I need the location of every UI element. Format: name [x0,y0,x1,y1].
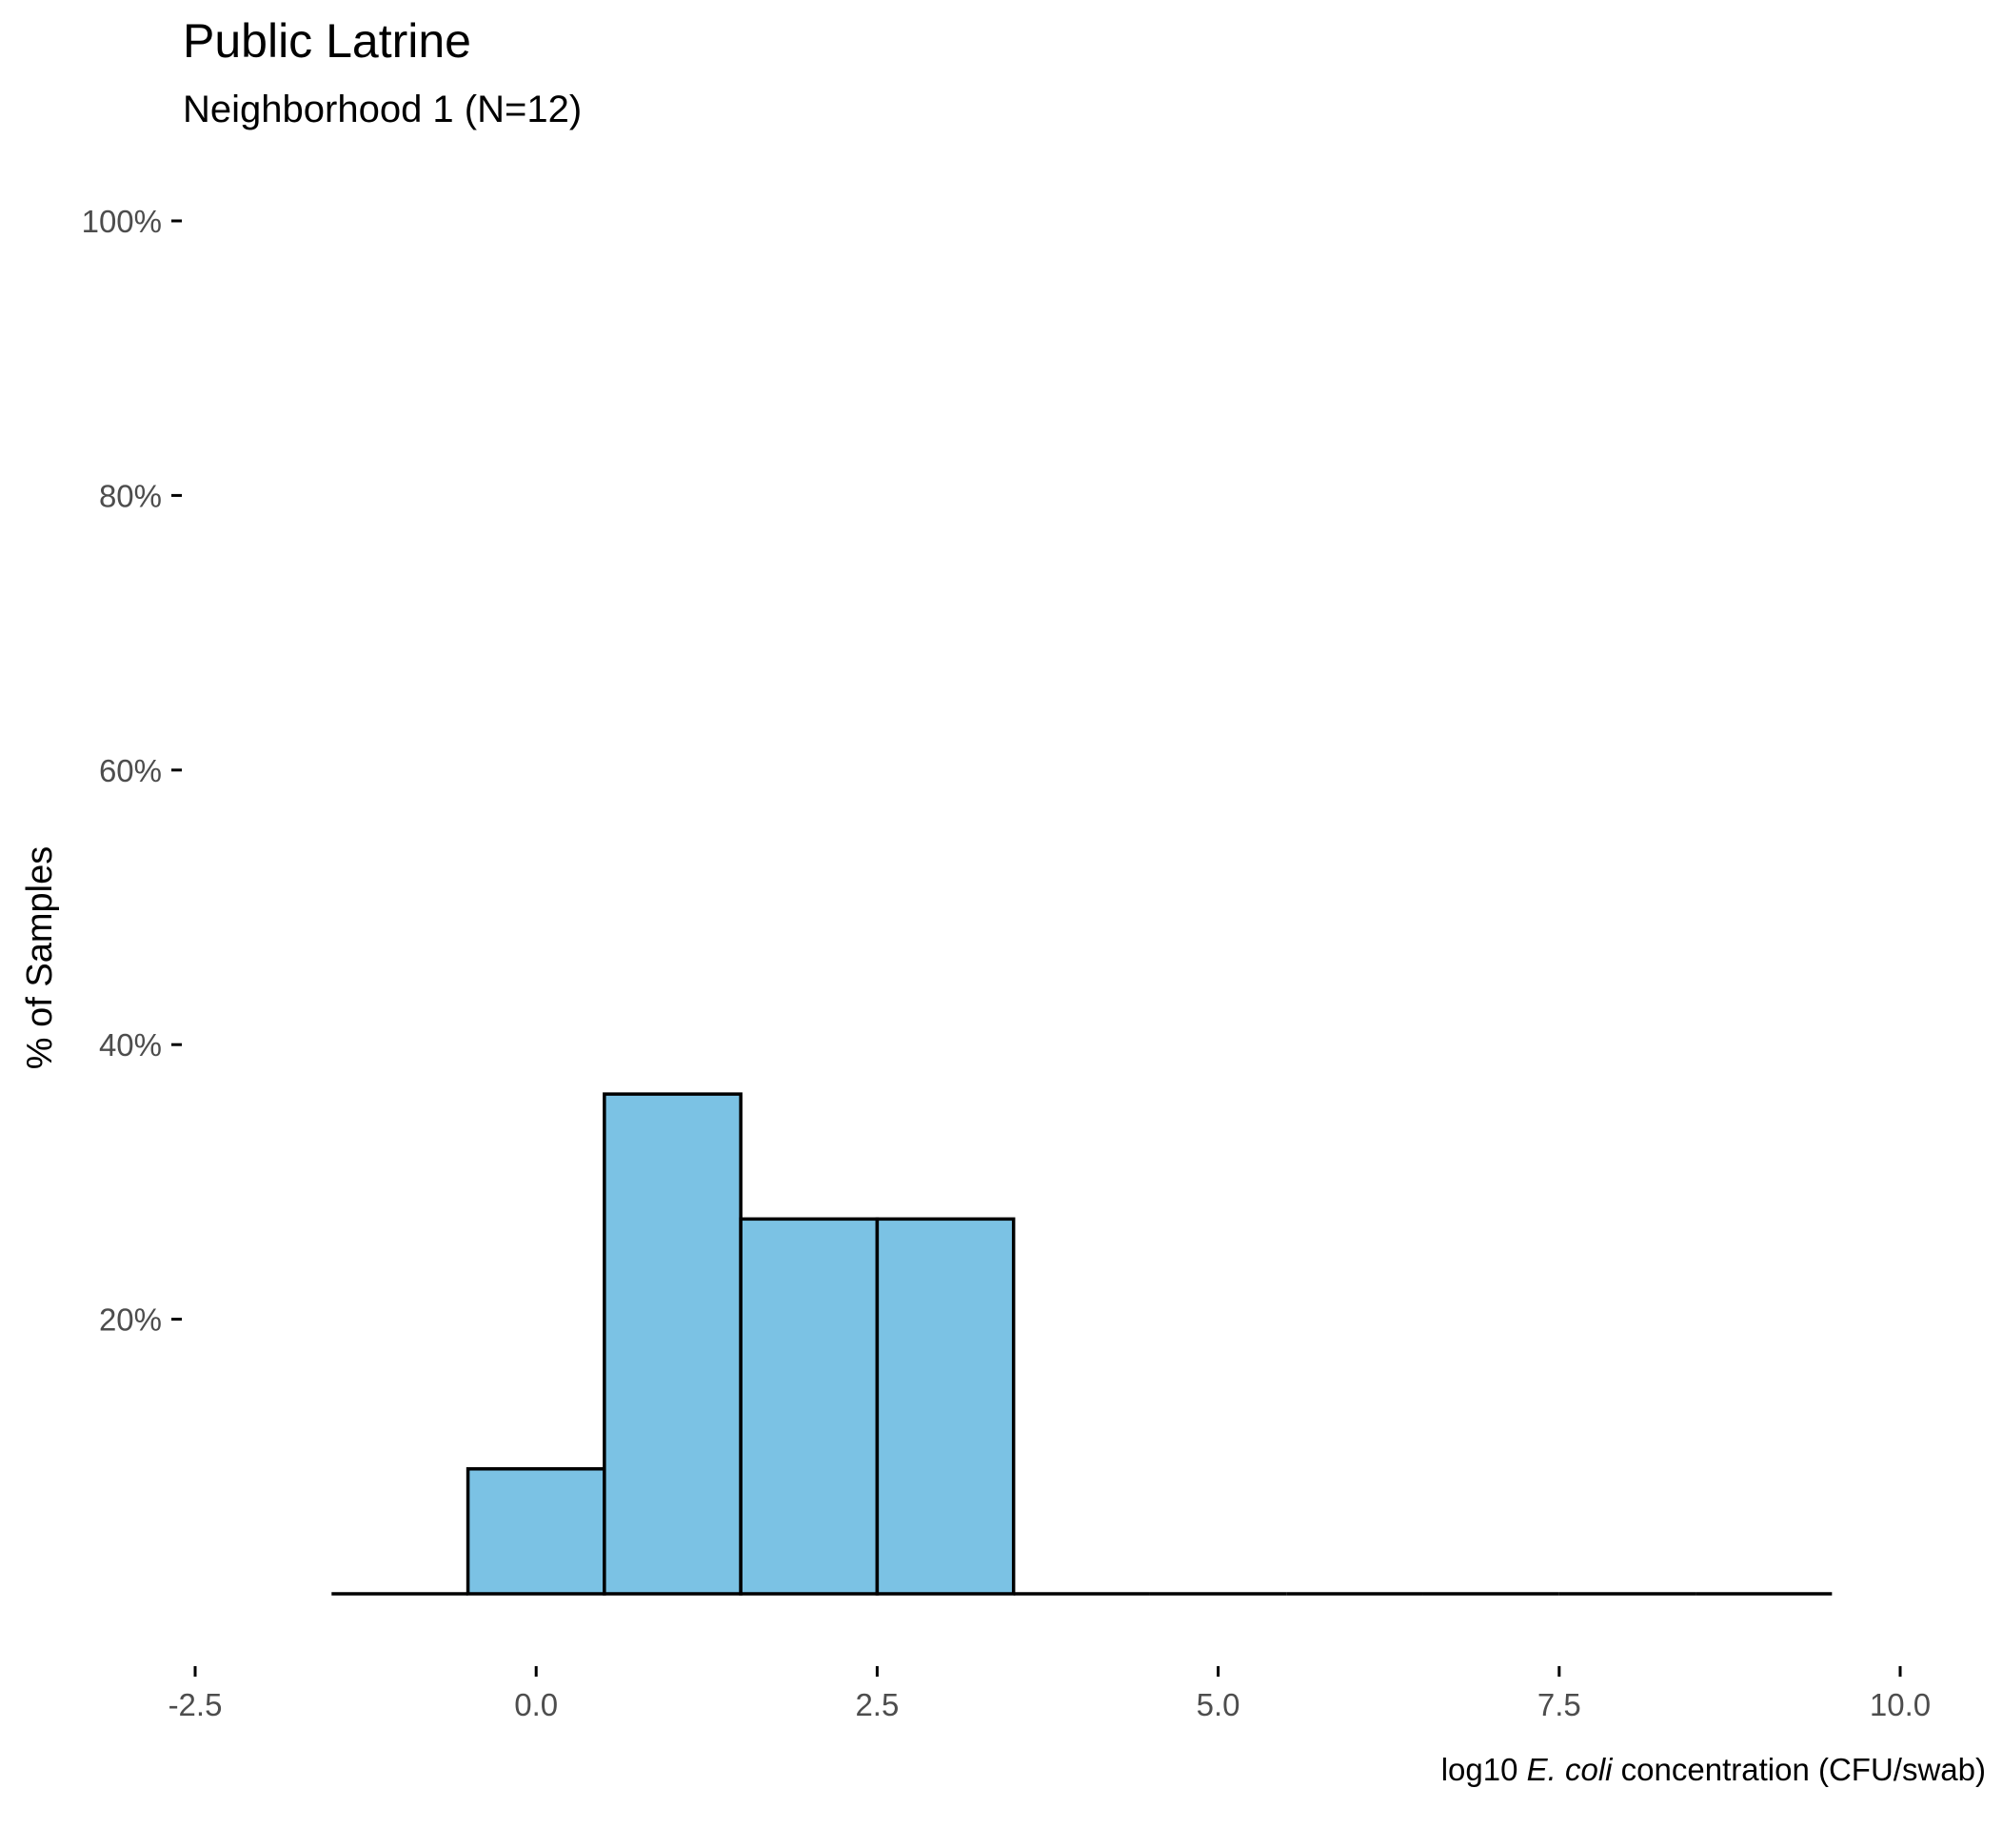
x-axis-title-suffix: concentration (CFU/swab) [1613,1752,1986,1787]
x-tick-label: 10.0 [1870,1687,1931,1722]
y-tick-label: 80% [99,478,162,513]
y-tick-label: 100% [82,204,162,239]
x-tick-label: 0.0 [514,1687,558,1722]
x-tick-label: 7.5 [1537,1687,1581,1722]
x-axis-title-italic: E. coli [1527,1752,1615,1787]
histogram-bars [331,1092,1833,1596]
histogram-bar [466,1467,606,1596]
chart-title: Public Latrine [183,14,471,68]
x-tick-label: -2.5 [169,1687,223,1722]
x-axis: -2.5 0.0 2.5 5.0 7.5 10.0 [169,1666,1931,1722]
chart-subtitle: Neighborhood 1 (N=12) [183,89,582,130]
x-tick-label: 5.0 [1197,1687,1240,1722]
y-axis-title: % of Samples [20,846,60,1069]
histogram-bar [603,1092,743,1596]
x-axis-title-prefix: log10 [1441,1752,1527,1787]
histogram-bar [739,1217,880,1596]
y-axis: 20% 40% 60% 80% 100% [82,204,182,1338]
y-tick-label: 60% [99,753,162,788]
y-tick-label: 20% [99,1302,162,1338]
y-tick-label: 40% [99,1027,162,1063]
x-tick-label: 2.5 [855,1687,899,1722]
histogram-bar [875,1217,1016,1596]
x-axis-title: log10 E. coli concentration (CFU/swab) [1441,1752,1986,1787]
